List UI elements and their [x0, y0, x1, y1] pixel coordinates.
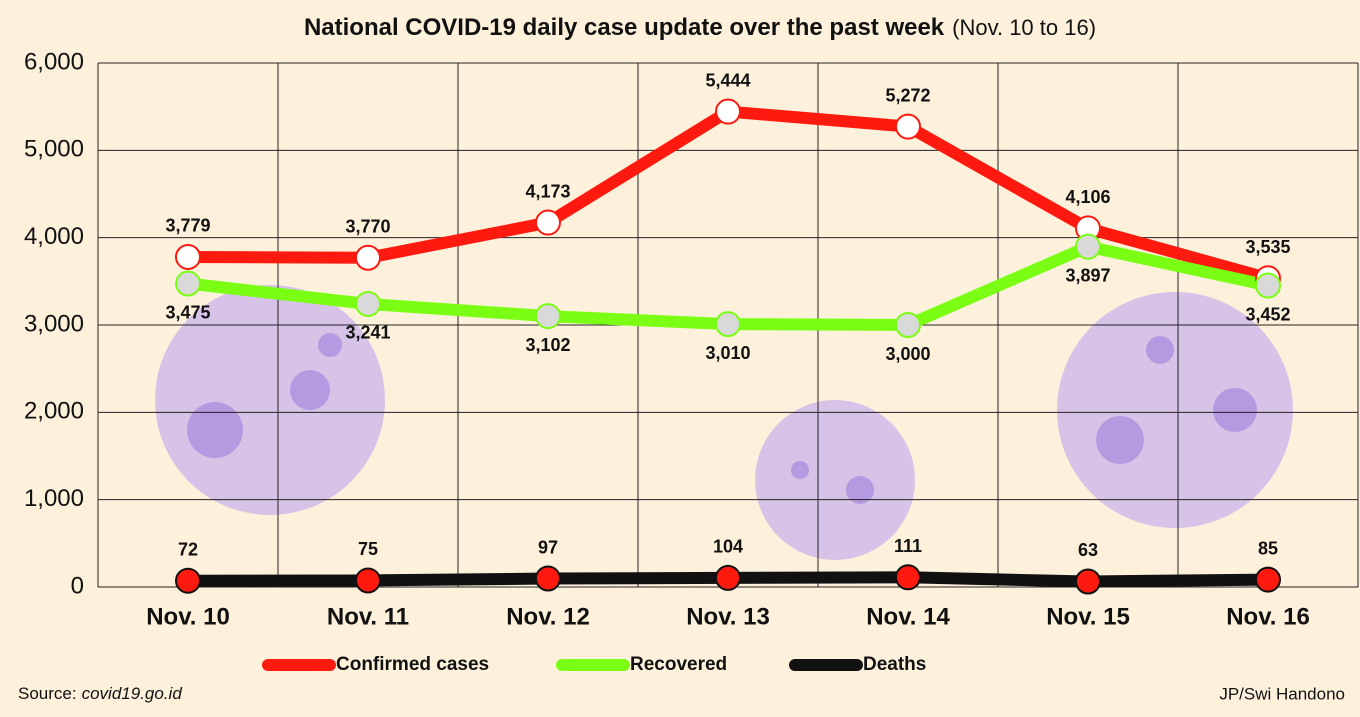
data-label: 3,475 [165, 302, 210, 322]
data-label: 4,106 [1065, 187, 1110, 207]
source-text: covid19.go.id [82, 684, 183, 703]
point-marker [175, 243, 201, 270]
point-marker [175, 270, 201, 297]
data-label: 3,535 [1245, 237, 1290, 257]
x-tick-label: Nov. 12 [506, 603, 590, 630]
y-tick-label: 0 [71, 572, 84, 599]
point-marker [715, 564, 741, 591]
y-tick-label: 5,000 [24, 136, 84, 163]
data-label: 5,272 [885, 85, 930, 105]
subtitle: (Nov. 10 to 16) [952, 15, 1096, 40]
x-tick-label: Nov. 16 [1226, 603, 1310, 630]
data-label: 3,452 [1245, 304, 1290, 324]
point-marker [715, 98, 741, 125]
title: National COVID-19 daily case update over… [304, 14, 945, 41]
point-marker [535, 565, 561, 592]
virus-spots [187, 333, 1257, 504]
credit: JP/Swi Handono [1219, 684, 1345, 703]
point-marker [535, 209, 561, 236]
data-label: 3,102 [525, 335, 570, 355]
x-tick-label: Nov. 13 [686, 603, 770, 630]
x-tick-label: Nov. 15 [1046, 603, 1130, 630]
point-marker [1075, 233, 1101, 260]
x-tick-label: Nov. 10 [146, 603, 230, 630]
y-tick-label: 2,000 [24, 398, 84, 425]
y-tick-label: 6,000 [24, 48, 84, 75]
data-label: 3,000 [885, 344, 930, 364]
point-marker [1255, 272, 1281, 299]
point-marker [175, 567, 201, 594]
data-label: 63 [1078, 540, 1098, 560]
data-label: 3,241 [345, 323, 390, 343]
y-tick-label: 4,000 [24, 223, 84, 250]
point-marker [895, 564, 921, 591]
data-label: 3,010 [705, 343, 750, 363]
data-label: 3,770 [345, 217, 390, 237]
chart-title: National COVID-19 daily case update over… [304, 14, 1096, 41]
x-tick-label: Nov. 11 [327, 603, 409, 630]
data-label: 111 [894, 536, 922, 556]
data-label: 3,897 [1065, 265, 1110, 285]
point-marker [355, 244, 381, 271]
data-label: 72 [178, 539, 198, 559]
point-marker [355, 290, 381, 317]
point-marker [1255, 566, 1281, 593]
point-marker [895, 113, 921, 140]
point-marker [1075, 568, 1101, 595]
data-label: 75 [358, 539, 378, 559]
point-marker [355, 567, 381, 594]
data-label: 3,779 [165, 216, 210, 236]
x-tick-label: Nov. 14 [866, 603, 950, 630]
data-label: 104 [713, 537, 743, 557]
data-label: 97 [538, 537, 558, 557]
data-label: 5,444 [705, 70, 750, 90]
legend-label: Confirmed cases [336, 654, 489, 675]
point-marker [895, 312, 921, 338]
source: Source: covid19.go.id [18, 684, 182, 703]
legend-label: Deaths [863, 654, 926, 675]
point-marker [535, 303, 561, 330]
point-marker [715, 311, 741, 338]
y-tick-label: 3,000 [24, 310, 84, 337]
data-label: 4,173 [525, 181, 570, 201]
source-label: Source: [18, 684, 77, 703]
data-label: 85 [1258, 538, 1278, 558]
y-tick-label: 1,000 [24, 485, 84, 512]
legend-label: Recovered [630, 654, 727, 675]
